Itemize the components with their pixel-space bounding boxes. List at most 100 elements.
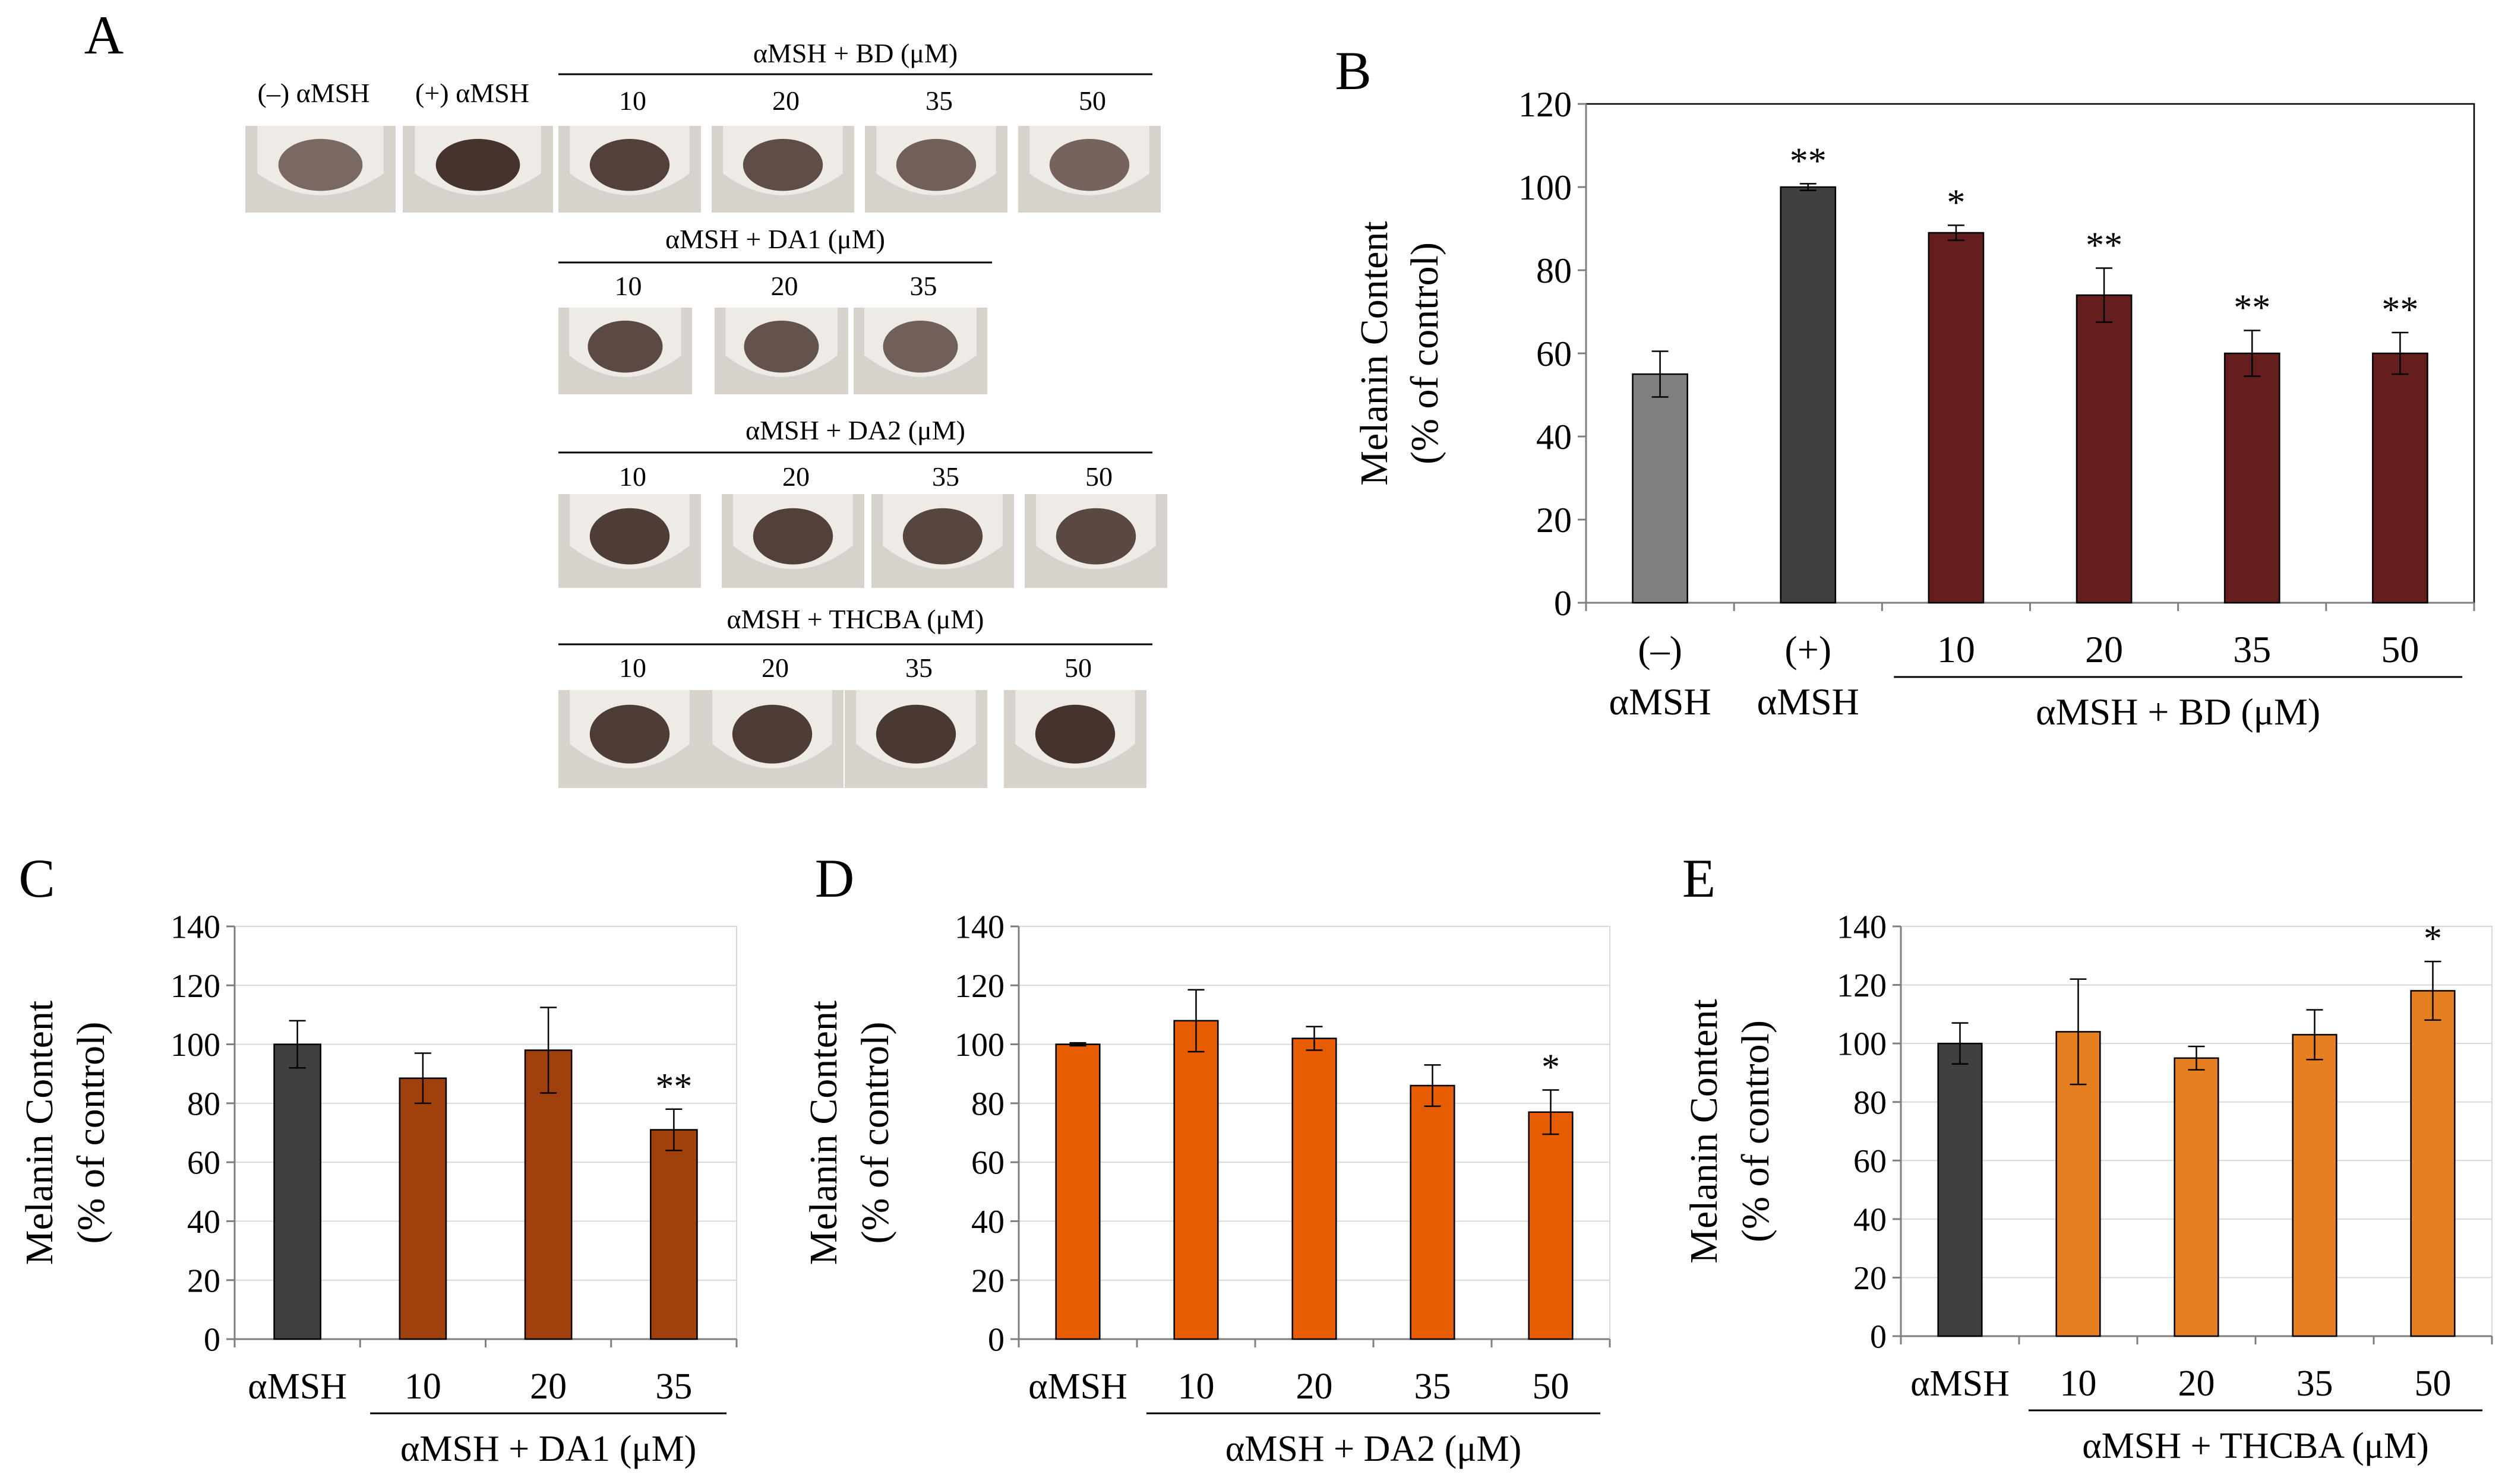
y-tick-label: 40: [187, 1204, 220, 1241]
y-tick-label: 60: [1853, 1143, 1887, 1180]
y-tick-label: 100: [170, 1027, 220, 1064]
x-tick-label: 20: [530, 1366, 567, 1407]
y-tick-label: 120: [170, 968, 220, 1005]
y-tick-label: 40: [971, 1204, 1004, 1241]
x-tick-label: 10: [1178, 1366, 1215, 1407]
y-tick-label: 0: [204, 1322, 220, 1359]
significance-marker: **: [2234, 288, 2270, 328]
y-tick-label: 120: [955, 968, 1004, 1005]
photo-pos-amsh: [403, 126, 553, 213]
panel-a-conc-label: 10: [615, 271, 642, 301]
panel-a-conc-label: 20: [782, 461, 810, 492]
panel-a-row-title: αMSH + THCBA (μM): [727, 604, 984, 634]
bar: [2372, 352, 2428, 604]
photo-well: [701, 690, 844, 788]
photo-well: [558, 690, 701, 788]
bar: [2410, 990, 2456, 1337]
bar: [2292, 1034, 2337, 1337]
x-tick-label: 10: [2060, 1363, 2097, 1404]
y-tick-label: 140: [170, 909, 220, 946]
x-tick-label: 20: [2085, 628, 2123, 670]
panel-a-conc-label: 50: [1079, 86, 1106, 116]
y-tick-label: 40: [1536, 417, 1572, 457]
photo-well: [854, 308, 987, 394]
y-axis-label-units: (% of control): [1403, 242, 1446, 464]
y-tick-label: 20: [971, 1262, 1004, 1299]
bar: [1173, 1020, 1219, 1340]
y-tick-label: 80: [1536, 251, 1572, 290]
y-tick-label: 100: [1518, 168, 1572, 207]
x-tick-label: 10: [1937, 628, 1975, 670]
significance-marker: *: [1947, 182, 1965, 223]
panel-a-conc-label: 50: [1085, 461, 1113, 492]
bar: [650, 1129, 698, 1340]
panel-a-conc-label: 20: [762, 653, 789, 683]
panel-a-conc-label: 50: [1064, 653, 1092, 683]
x-tick-label: (–): [1638, 628, 1682, 670]
y-tick-label: 20: [1853, 1260, 1887, 1297]
y-tick-label: 80: [971, 1086, 1004, 1122]
x-tick-label: 20: [1296, 1366, 1333, 1407]
significance-marker: **: [655, 1067, 692, 1107]
x-tick-label: αMSH: [1028, 1366, 1127, 1407]
panel-letter: B: [1335, 40, 1371, 101]
x-tick-label: 35: [1414, 1366, 1451, 1407]
x-tick-label: 35: [655, 1366, 692, 1407]
photo-well: [722, 494, 864, 588]
group-label: αMSH + THCBA (μM): [2082, 1426, 2429, 1466]
panel-letter: E: [1682, 848, 1716, 909]
x-tick-label: (+): [1784, 628, 1831, 670]
photo-well: [845, 690, 987, 788]
photo-well: [558, 308, 692, 394]
group-label: αMSH + BD (μM): [2036, 691, 2320, 733]
bar: [1528, 1111, 1574, 1340]
panel-a-conc-label: 10: [619, 86, 646, 116]
x-tick-label: αMSH: [1609, 681, 1711, 723]
panel-a-conc-label: 35: [932, 461, 959, 492]
photo-well: [865, 126, 1007, 213]
group-label: αMSH + DA2 (μM): [1225, 1429, 1522, 1469]
bar: [1410, 1084, 1455, 1340]
photo-neg-amsh: [245, 126, 396, 213]
y-tick-label: 80: [187, 1086, 220, 1122]
photo-well: [1018, 126, 1161, 213]
bar: [1928, 232, 1985, 604]
bar: [1632, 373, 1688, 604]
bar: [273, 1043, 321, 1340]
y-axis-label-units: (% of control): [1734, 1020, 1777, 1242]
significance-marker: **: [2381, 290, 2418, 330]
y-tick-label: 100: [1837, 1026, 1887, 1063]
y-tick-label: 20: [1536, 501, 1572, 540]
photo-well: [1025, 494, 1167, 588]
y-tick-label: 120: [1837, 967, 1887, 1004]
panel-a-conc-label: 35: [905, 653, 933, 683]
bar: [2174, 1057, 2219, 1337]
x-tick-label: 35: [2233, 628, 2271, 670]
photo-well: [558, 494, 701, 588]
y-axis-label: Melanin Content: [1353, 221, 1396, 485]
chart-panel-e: E 0 20 40 60 80 100 120 140 Melanin Content (% of …: [1682, 848, 2493, 1466]
significance-marker: **: [2086, 226, 2122, 266]
photo-well: [871, 494, 1014, 588]
y-tick-label: 0: [1554, 584, 1572, 623]
x-tick-label: 35: [2296, 1363, 2333, 1404]
y-tick-label: 20: [187, 1262, 220, 1299]
bar: [1291, 1037, 1337, 1340]
photo-well: [712, 126, 854, 213]
chart-panel-b: B 0 20 40 60 80 100 120 Melanin Content (% of con…: [1335, 40, 2475, 733]
bar: [2223, 352, 2280, 604]
y-axis-label: Melanin Content: [802, 1001, 845, 1265]
y-tick-label: 60: [1536, 334, 1572, 374]
plot-frame: [1585, 103, 2475, 604]
y-axis-label-units: (% of control): [70, 1022, 113, 1244]
x-tick-label: 50: [2381, 628, 2419, 670]
y-tick-label: 0: [988, 1322, 1004, 1359]
panel-a-conc-label: 10: [619, 461, 646, 492]
x-tick-label: 20: [2178, 1363, 2215, 1404]
panel-a-conc-label: 35: [925, 86, 953, 116]
panel-a-letter: A: [84, 5, 124, 65]
chart-panel-c: C 0 20 40 60 80 100 120 140 Melanin Content (% of …: [18, 848, 738, 1469]
panel-a-conc-label: 20: [772, 86, 800, 116]
photo-well: [715, 308, 848, 394]
